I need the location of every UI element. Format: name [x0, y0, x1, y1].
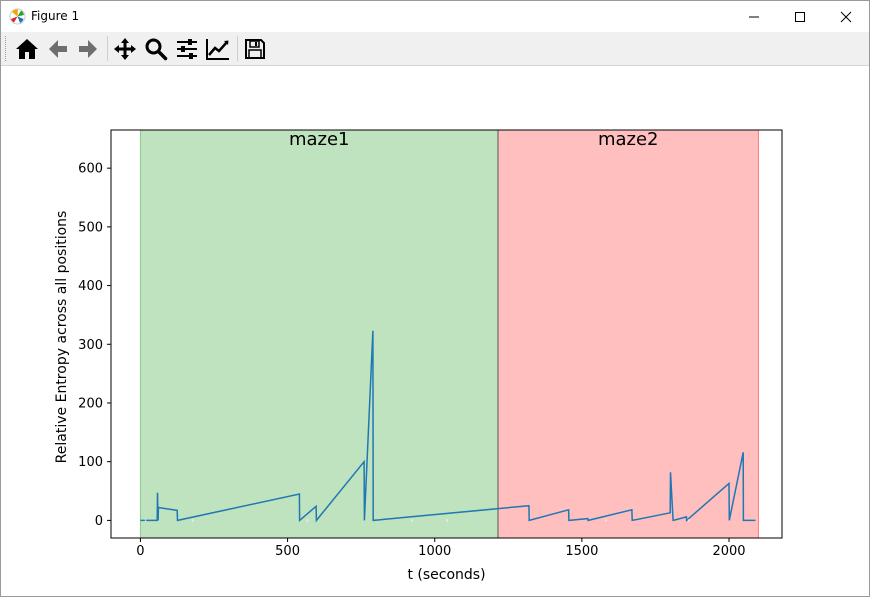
- arrow-right-icon: [76, 37, 100, 61]
- region-label-maze1: maze1: [289, 129, 350, 150]
- line-gap: [145, 519, 146, 521]
- y-tick-label: 300: [78, 338, 103, 353]
- forward-button[interactable]: [74, 35, 102, 63]
- x-tick-label: 2000: [712, 544, 745, 559]
- x-tick-label: 1500: [565, 544, 598, 559]
- arrow-left-icon: [46, 37, 70, 61]
- y-axis-label: Relative Entropy across all positions: [54, 211, 70, 464]
- entropy-chart: maze1 maze2 0 500 1000 1500 2000 0 100 200 300 40…: [1, 66, 869, 596]
- line-chart-icon: [205, 37, 231, 61]
- pan-button[interactable]: [111, 35, 139, 63]
- toolbar-grip: [5, 36, 8, 61]
- edit-axis-button[interactable]: [204, 35, 232, 63]
- line-gap: [307, 519, 308, 521]
- zoom-button[interactable]: [142, 35, 170, 63]
- configure-subplots-button[interactable]: [173, 35, 201, 63]
- region-maze1: [140, 130, 498, 538]
- navigation-toolbar: [1, 32, 869, 66]
- x-tick-label: 1000: [418, 544, 451, 559]
- toolbar-separator: [237, 36, 238, 61]
- minimize-icon: [748, 11, 760, 23]
- back-button[interactable]: [44, 35, 72, 63]
- line-gap: [192, 519, 193, 521]
- line-gap: [411, 519, 412, 521]
- move-icon: [113, 37, 137, 61]
- line-gap: [688, 519, 689, 521]
- save-button[interactable]: [241, 35, 269, 63]
- x-axis-label: t (seconds): [407, 567, 485, 583]
- y-tick-label: 500: [78, 220, 103, 235]
- title-bar[interactable]: Figure 1: [1, 1, 869, 32]
- line-gap: [605, 519, 606, 521]
- figure-canvas[interactable]: maze1 maze2 0 500 1000 1500 2000 0 100 200 300 40…: [1, 66, 869, 596]
- region-label-maze2: maze2: [598, 129, 659, 150]
- floppy-disk-icon: [244, 38, 266, 60]
- sliders-icon: [175, 37, 199, 61]
- y-tick-label: 0: [95, 514, 103, 529]
- minimize-button[interactable]: [731, 1, 777, 32]
- y-tick-label: 200: [78, 396, 103, 411]
- maximize-icon: [794, 11, 806, 23]
- maximize-button[interactable]: [777, 1, 823, 32]
- close-icon: [840, 11, 852, 23]
- home-icon: [15, 37, 39, 61]
- x-tick-label: 500: [275, 544, 300, 559]
- toolbar-separator: [107, 36, 108, 61]
- y-tick-label: 600: [78, 162, 103, 177]
- y-tick-label: 100: [78, 455, 103, 470]
- matplotlib-app-icon: [9, 8, 26, 25]
- home-button[interactable]: [13, 35, 41, 63]
- y-tick-label: 400: [78, 279, 103, 294]
- x-tick-label: 0: [136, 544, 144, 559]
- close-button[interactable]: [823, 1, 869, 32]
- line-gap: [447, 519, 448, 521]
- region-maze2: [498, 130, 758, 538]
- window-title: Figure 1: [31, 9, 79, 23]
- magnifier-icon: [144, 37, 168, 61]
